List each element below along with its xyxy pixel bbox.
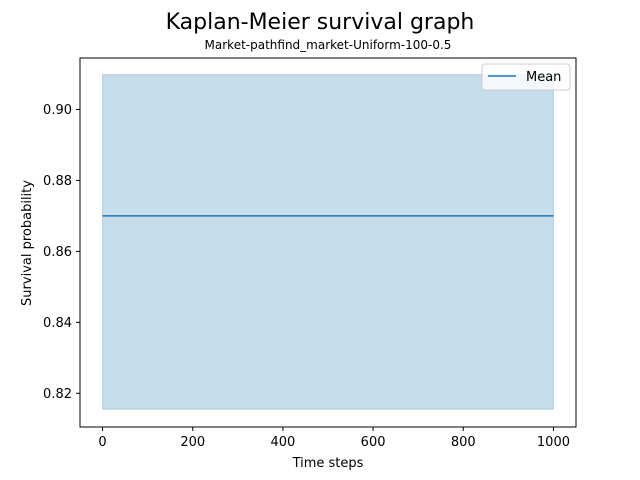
x-tick-label: 200 xyxy=(180,435,205,450)
chart-title: Kaplan-Meier survival graph xyxy=(166,10,475,35)
y-axis-label: Survival probability xyxy=(20,180,35,306)
y-tick-label: 0.84 xyxy=(43,316,72,331)
x-axis-label: Time steps xyxy=(292,456,364,471)
legend-box xyxy=(481,63,571,91)
plot-frame xyxy=(79,57,577,428)
x-tick-label: 1000 xyxy=(537,435,570,450)
y-tick-label: 0.86 xyxy=(43,245,72,260)
y-tick-label: 0.90 xyxy=(43,103,72,118)
x-tick-label: 0 xyxy=(98,435,106,450)
confidence-band xyxy=(102,74,554,410)
y-axis: 0.82 0.84 0.86 0.88 0.90 xyxy=(43,103,80,402)
legend: Mean xyxy=(481,63,571,91)
x-tick-label: 800 xyxy=(451,435,476,450)
x-tick-label: 400 xyxy=(270,435,295,450)
confidence-band-layer xyxy=(102,74,554,410)
legend-label-mean: Mean xyxy=(526,70,561,85)
x-tick-label: 600 xyxy=(361,435,386,450)
x-axis: 0 200 400 600 800 1000 xyxy=(98,427,570,450)
chart-subtitle: Market-pathfind_market-Uniform-100-0.5 xyxy=(205,38,452,52)
y-tick-label: 0.82 xyxy=(43,387,72,402)
y-tick-label: 0.88 xyxy=(43,174,72,189)
